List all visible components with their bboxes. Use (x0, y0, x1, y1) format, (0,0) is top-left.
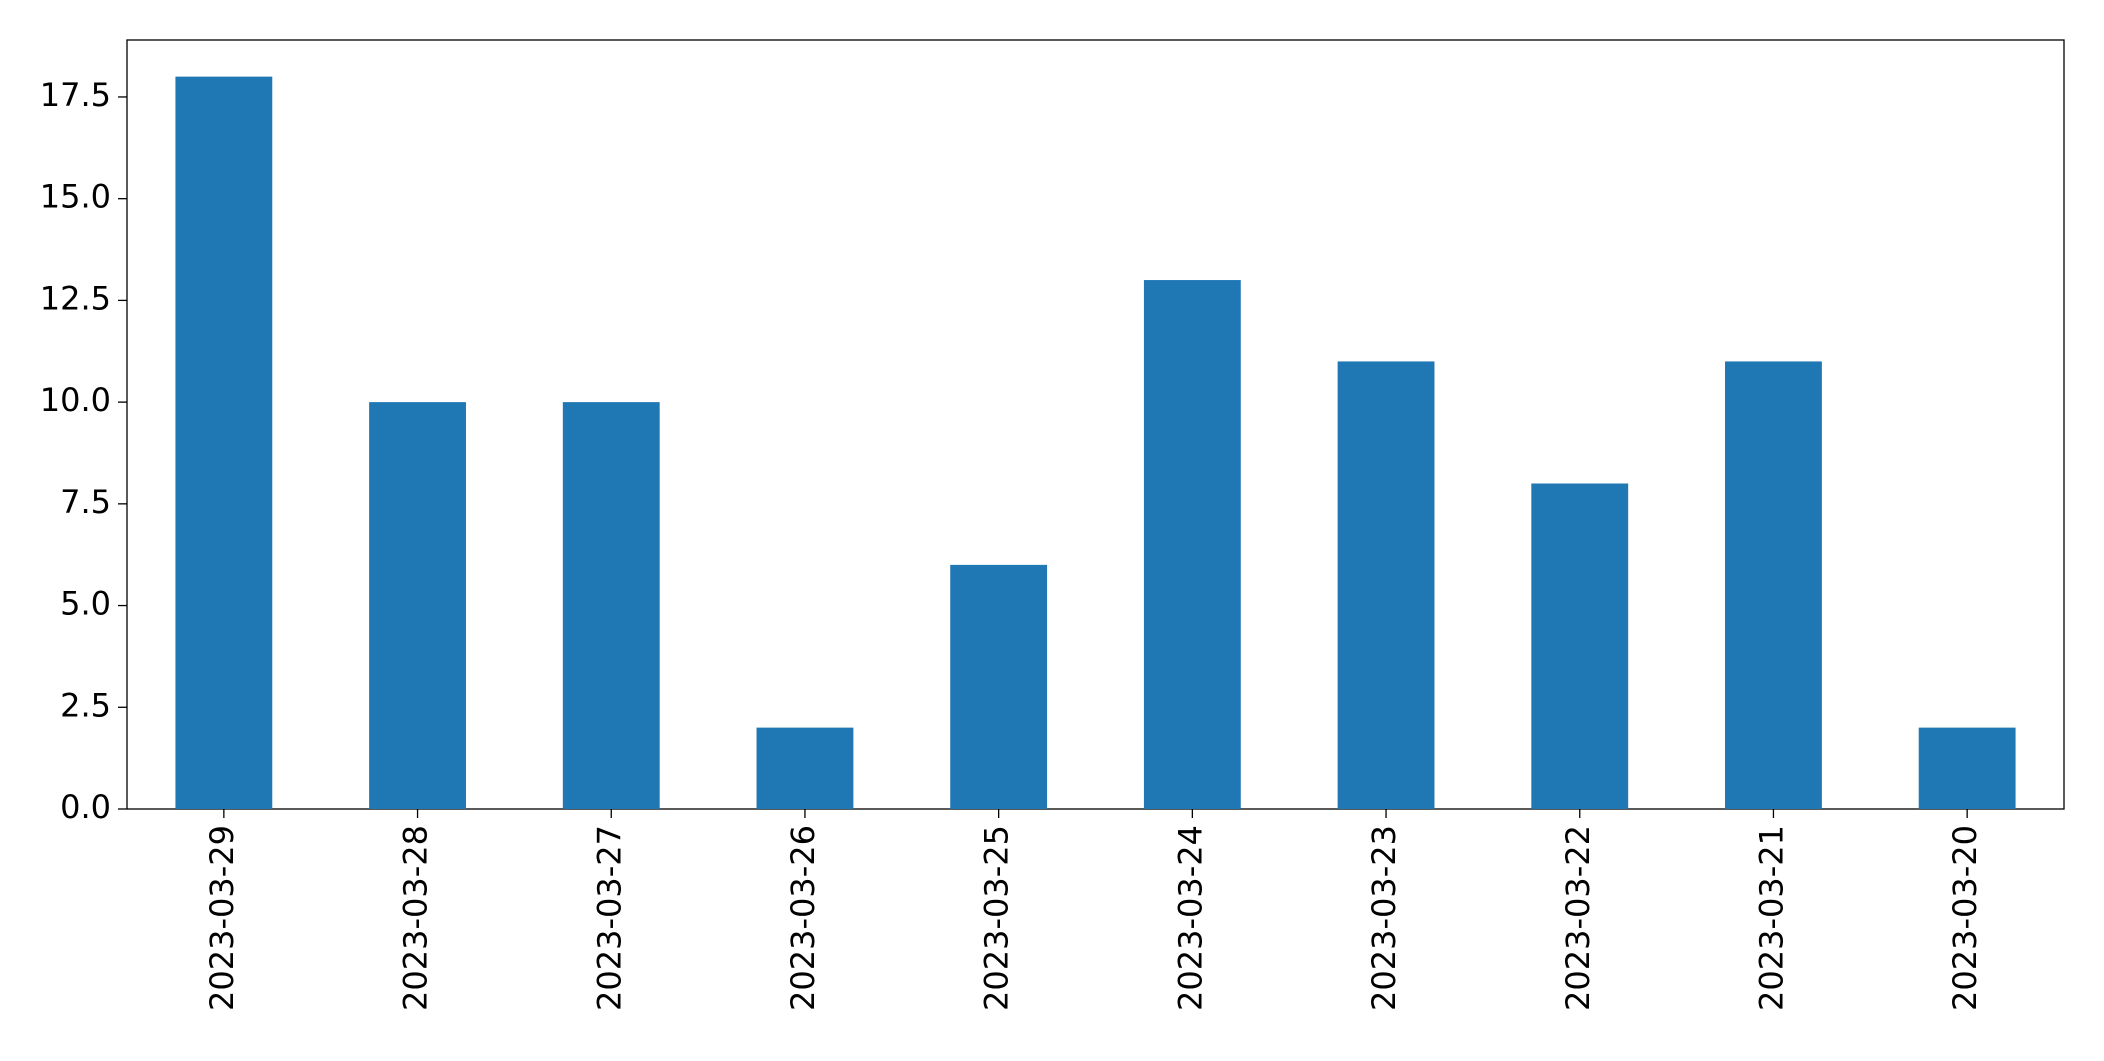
bar (950, 564, 1048, 809)
bar (1143, 280, 1241, 809)
bar (562, 402, 660, 809)
axes-frame (126, 39, 2065, 810)
bar (1337, 361, 1435, 809)
x-tick-label: 2023-03-23 (1365, 825, 1403, 1011)
bar (175, 76, 273, 810)
bar (756, 727, 854, 809)
y-tick-label: 5.0 (60, 585, 111, 623)
y-tick-label: 12.5 (40, 279, 111, 317)
bar (1918, 727, 2016, 809)
y-tick-label: 17.5 (40, 76, 111, 114)
x-tick-label: 2023-03-20 (1946, 825, 1984, 1011)
x-tick-label: 2023-03-25 (978, 825, 1016, 1011)
x-tick-label: 2023-03-26 (784, 825, 822, 1011)
x-tick-label: 2023-03-22 (1559, 825, 1597, 1011)
x-tick-label: 2023-03-21 (1752, 825, 1790, 1011)
y-tick-label: 7.5 (60, 483, 111, 521)
bar (369, 402, 466, 809)
y-tick-label: 0.0 (60, 788, 111, 826)
x-tick-label: 2023-03-28 (397, 825, 435, 1011)
x-tick-label: 2023-03-24 (1171, 825, 1209, 1011)
x-tick-label: 2023-03-27 (590, 825, 628, 1011)
y-tick-label: 15.0 (40, 178, 111, 216)
y-tick-label: 10.0 (40, 381, 111, 419)
bar (1725, 361, 1822, 809)
bar (1531, 483, 1629, 809)
y-tick-label: 2.5 (60, 686, 111, 724)
x-tick-label: 2023-03-29 (203, 825, 241, 1011)
